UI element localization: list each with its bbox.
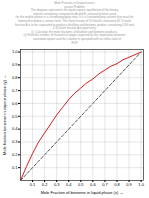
html-text:(i) Calculate the mole fractio: (i) Calculate the mole fractions of dist… [31,29,118,34]
html-text:(ii) Find the number of theore: (ii) Find the number of theoretical stag… [23,33,126,38]
html-text:removed to below a certain lev: removed to below a certain level. The fe… [17,19,132,23]
svg-text:1.0: 1.0 [12,49,18,54]
svg-text:0.8: 0.8 [114,182,120,187]
svg-text:1.0: 1.0 [138,182,144,187]
svg-text:0.8: 0.8 [12,75,18,80]
svg-text:0.6: 0.6 [12,101,18,106]
svg-text:0.1: 0.1 [30,182,36,187]
html-text:The diagram represents the liq: The diagram represents the liquid-vapour… [30,8,119,13]
svg-text:0.5: 0.5 [78,182,84,187]
svg-text:Mole Fraction of benzene in li: Mole Fraction of benzene in liquid phase… [41,190,124,195]
html-text:Mole Fraction in Distpressures: Mole Fraction in Distpressures [54,1,95,5]
html-text:PDF: PDF [71,40,78,45]
svg-text:0.1: 0.1 [12,165,18,170]
svg-text:Mole fraction benzene in vapou: Mole fraction benzene in vapour phase (y… [2,75,7,155]
html-text:fraction A is to be separated: fraction A is to be separated to produce… [15,22,134,27]
svg-text:0.6: 0.6 [90,182,96,187]
svg-text:0.2: 0.2 [42,182,48,187]
svg-text:0.3: 0.3 [12,139,18,144]
html-text:mixture containing components: mixture containing components A and B, p… [33,11,116,16]
svg-text:0.9: 0.9 [126,182,132,187]
svg-text:0.2: 0.2 [12,152,18,157]
html-text:for the mobile phase in a chro: for the mobile phase in a chromatography… [15,15,134,20]
html-text:0.10 mole fraction A respectiv: 0.10 mole fraction A respectively. [52,26,97,31]
svg-text:0.9: 0.9 [12,62,18,67]
svg-text:0.7: 0.7 [102,182,108,187]
svg-text:0.3: 0.3 [54,182,60,187]
html-text:ession Problem: ession Problem [64,4,85,9]
svg-text:0.4: 0.4 [66,182,72,187]
html-text:saturated vapour and the colum: saturated vapour and the column is opera… [28,36,121,41]
svg-text:0.7: 0.7 [12,88,18,93]
svg-text:0.4: 0.4 [12,127,18,132]
svg-text:0.5: 0.5 [12,114,18,119]
